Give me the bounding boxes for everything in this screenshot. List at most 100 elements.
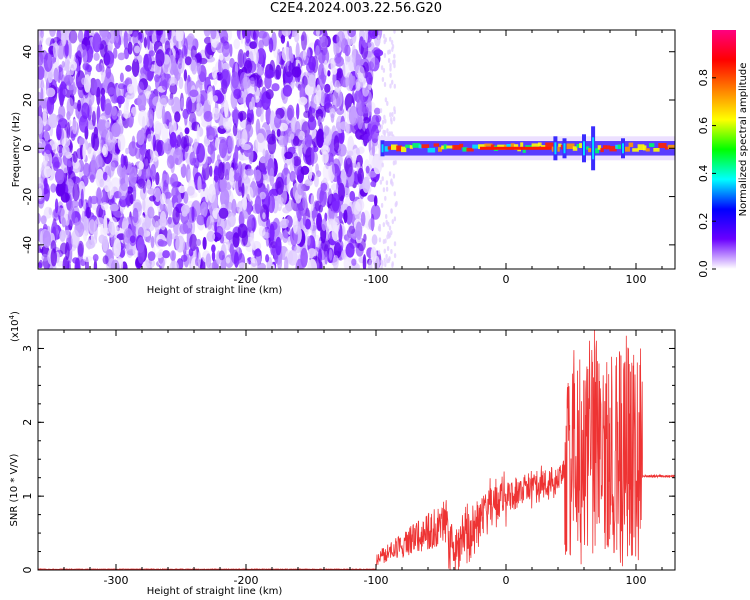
noise-blob — [215, 225, 224, 238]
noise-blob — [356, 98, 366, 117]
signal-core-segment — [558, 143, 562, 147]
noise-blob — [197, 251, 201, 266]
signal-core-segment — [462, 147, 468, 152]
noise-blob — [330, 113, 335, 123]
signal-core-segment — [531, 143, 540, 147]
noise-blob — [43, 166, 52, 178]
noise-blob — [117, 52, 126, 61]
noise-blob — [209, 165, 213, 177]
signal-core-segment — [452, 145, 462, 150]
signal-core-segment — [405, 144, 411, 148]
snr-series-line — [38, 330, 675, 570]
noise-edge-blob — [387, 58, 391, 63]
noise-blob — [301, 31, 307, 51]
noise-blob — [76, 43, 87, 58]
noise-blob — [310, 194, 315, 212]
signal-spike-core — [563, 143, 566, 154]
noise-edge-blob — [377, 249, 381, 255]
noise-blob — [258, 78, 264, 88]
noise-edge-blob — [380, 265, 383, 269]
noise-blob — [107, 181, 114, 200]
noise-blob — [39, 230, 43, 250]
noise-blob — [102, 171, 108, 181]
noise-blob — [363, 133, 372, 142]
noise-blob — [348, 225, 356, 234]
noise-edge-blob — [386, 101, 389, 106]
noise-blob — [343, 209, 348, 224]
signal-core-segment — [579, 143, 585, 148]
snr-scale-text: (x10 — [10, 319, 21, 342]
noise-blob — [196, 214, 206, 226]
noise-edge-blob — [389, 112, 392, 118]
noise-blob — [247, 218, 255, 230]
noise-edge-blob — [384, 118, 387, 124]
noise-blob — [231, 71, 240, 89]
noise-blob — [315, 45, 320, 59]
noise-blob — [373, 107, 381, 115]
noise-blob — [355, 147, 360, 156]
noise-blob — [174, 111, 181, 123]
noise-blob — [155, 172, 160, 186]
noise-blob — [333, 135, 340, 152]
noise-blob — [197, 175, 202, 193]
noise-blob — [82, 255, 93, 262]
noise-blob — [286, 104, 295, 121]
noise-blob — [189, 151, 196, 166]
noise-edge-blob — [393, 109, 396, 115]
noise-blob — [52, 143, 60, 154]
noise-blob — [216, 154, 221, 162]
noise-blob — [242, 177, 251, 184]
noise-edge-blob — [384, 97, 388, 103]
noise-blob — [307, 74, 316, 87]
noise-blob — [233, 38, 240, 50]
noise-blob — [176, 134, 182, 148]
noise-blob — [132, 31, 139, 46]
noise-blob — [232, 232, 240, 248]
noise-blob — [302, 191, 307, 211]
noise-blob — [362, 254, 367, 269]
noise-edge-blob — [390, 39, 394, 45]
noise-blob — [87, 146, 94, 159]
noise-blob — [316, 214, 322, 231]
noise-blob — [323, 60, 328, 76]
noise-blob — [328, 249, 333, 261]
noise-blob — [367, 259, 373, 269]
noise-blob — [339, 121, 349, 130]
noise-blob — [365, 165, 370, 174]
noise-blob — [160, 72, 170, 91]
noise-blob — [345, 205, 353, 225]
noise-edge-blob — [384, 195, 387, 201]
signal-core-segment — [522, 148, 526, 153]
noise-blob — [311, 146, 315, 167]
noise-blob — [275, 64, 282, 80]
noise-blob — [233, 88, 242, 100]
noise-blob — [220, 68, 231, 89]
noise-blob — [180, 204, 190, 215]
noise-blob — [102, 235, 109, 252]
noise-blob — [160, 193, 166, 205]
noise-blob — [108, 30, 116, 44]
noise-blob — [131, 58, 140, 77]
spectrogram-y-ticks: -40 -20 0 20 40 — [21, 45, 675, 254]
noise-blob — [145, 258, 156, 269]
noise-blob — [284, 60, 294, 78]
noise-edge-blob — [389, 83, 392, 89]
noise-blob — [351, 75, 356, 86]
noise-blob — [64, 74, 74, 86]
noise-blob — [242, 195, 248, 211]
noise-blob — [141, 215, 146, 224]
noise-blob — [258, 225, 266, 237]
noise-blob — [225, 239, 230, 251]
noise-blob — [104, 98, 112, 116]
noise-blob — [225, 201, 234, 211]
noise-blob — [218, 138, 228, 159]
noise-blob — [211, 107, 220, 121]
signal-spike-core — [583, 141, 585, 156]
colorbar-tick-label: 0.2 — [697, 212, 710, 230]
noise-blob — [116, 95, 125, 105]
signal-core-segment — [572, 146, 578, 151]
noise-blob — [136, 237, 145, 253]
noise-blob — [180, 97, 184, 110]
noise-blob — [169, 250, 177, 262]
noise-blob — [196, 124, 200, 143]
